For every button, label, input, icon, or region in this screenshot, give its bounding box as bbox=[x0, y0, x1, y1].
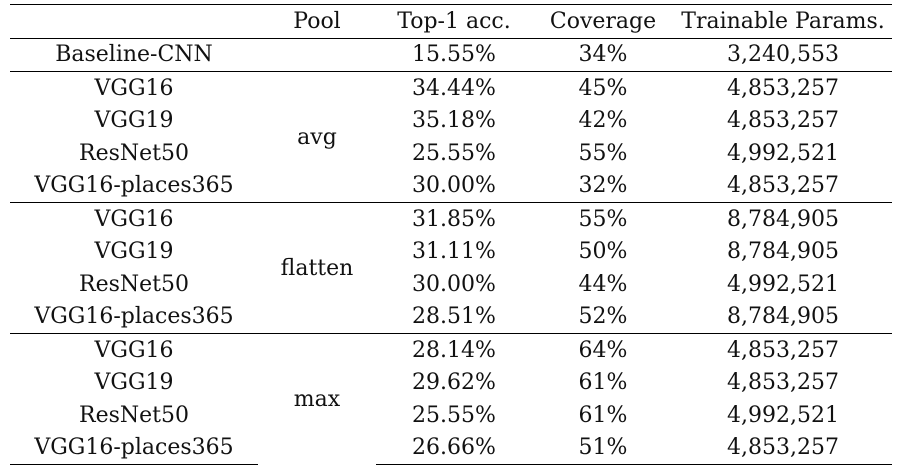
table-row: VGG16 avg 34.44% 45% 4,853,257 bbox=[10, 71, 892, 203]
table-row: Baseline-CNN 15.55% 34% 3,240,553 bbox=[10, 38, 892, 72]
params-cell: 4,853,257 bbox=[727, 173, 839, 199]
model-cell: VGG19 bbox=[94, 370, 174, 396]
header-coverage: Coverage bbox=[532, 4, 674, 39]
params-cell: 4,853,257 bbox=[674, 71, 892, 105]
pool-cell: avg bbox=[258, 71, 376, 203]
table-row: ResNet50 30.00% 44% 4,992,521 bbox=[10, 268, 892, 301]
model-cell: VGG16-places365 bbox=[34, 304, 234, 330]
params-cell: 4,853,257 bbox=[674, 333, 892, 367]
table-row: ResNet50 25.55% 61% 4,992,521 bbox=[10, 399, 892, 432]
params-cell: 4,853,257 bbox=[674, 431, 892, 465]
model-cell: VGG19 bbox=[94, 239, 174, 265]
table-row: VGG19 35.18% 42% 4,853,257 bbox=[10, 105, 892, 138]
params-cell: 8,784,905 bbox=[674, 202, 892, 236]
header-params: Trainable Params. bbox=[674, 4, 892, 39]
model-cell: ResNet50 bbox=[79, 140, 189, 166]
params-cell: 8,784,905 bbox=[727, 239, 839, 265]
pool-cell: flatten bbox=[258, 202, 376, 334]
table-row: VGG16 max 28.14% 64% 4,853,257 bbox=[10, 333, 892, 465]
coverage-cell: 45% bbox=[532, 71, 674, 105]
coverage-cell: 42% bbox=[578, 108, 628, 134]
header-top1: Top-1 acc. bbox=[376, 4, 532, 39]
pool-cell: max bbox=[258, 333, 376, 465]
coverage-cell-best: 64% bbox=[532, 333, 674, 367]
model-cell: ResNet50 bbox=[79, 271, 189, 297]
model-cell: Baseline-CNN bbox=[55, 42, 213, 68]
model-cell: VGG16-places365 bbox=[10, 431, 258, 465]
table-row: VGG19 31.11% 50% 8,784,905 bbox=[10, 236, 892, 269]
coverage-cell: 55% bbox=[578, 140, 628, 166]
table-row: VGG19 29.62% 61% 4,853,257 bbox=[10, 367, 892, 400]
params-cell: 3,240,553 bbox=[727, 42, 839, 68]
results-table: Pool Top-1 acc. Coverage Trainable Param… bbox=[10, 4, 892, 465]
top1-cell: 25.55% bbox=[412, 402, 496, 428]
table-row: VGG16-places365 30.00% 32% 4,853,257 bbox=[10, 170, 892, 203]
top1-cell: 30.00% bbox=[412, 173, 496, 199]
top1-cell: 28.14% bbox=[376, 333, 532, 367]
header-model bbox=[10, 4, 258, 39]
table-row: ResNet50 25.55% 55% 4,992,521 bbox=[10, 137, 892, 170]
coverage-cell: 61% bbox=[578, 370, 628, 396]
coverage-cell: 32% bbox=[578, 173, 628, 199]
top1-cell: 15.55% bbox=[412, 42, 496, 68]
header-row: Pool Top-1 acc. Coverage Trainable Param… bbox=[10, 4, 892, 39]
model-cell: ResNet50 bbox=[79, 402, 189, 428]
model-cell: VGG16 bbox=[10, 71, 258, 105]
table-row: VGG16 flatten 31.85% 55% 8,784,905 bbox=[10, 202, 892, 334]
model-cell: VGG16 bbox=[10, 333, 258, 367]
top1-cell: 34.44% bbox=[376, 71, 532, 105]
params-cell: 4,853,257 bbox=[727, 108, 839, 134]
coverage-cell: 51% bbox=[532, 431, 674, 465]
header-pool: Pool bbox=[258, 4, 376, 39]
top1-cell: 31.11% bbox=[412, 239, 496, 265]
top1-cell: 31.85% bbox=[376, 202, 532, 236]
coverage-cell: 34% bbox=[578, 42, 628, 68]
model-cell: VGG16 bbox=[10, 202, 258, 236]
params-cell: 4,853,257 bbox=[727, 370, 839, 396]
top1-cell: 28.51% bbox=[412, 304, 496, 330]
table-row: VGG16-places365 28.51% 52% 8,784,905 bbox=[10, 301, 892, 334]
params-cell: 4,992,521 bbox=[727, 271, 839, 297]
top1-cell: 29.62% bbox=[412, 370, 496, 396]
params-cell: 4,992,521 bbox=[727, 140, 839, 166]
coverage-cell: 61% bbox=[578, 402, 628, 428]
top1-cell: 25.55% bbox=[412, 140, 496, 166]
model-cell: VGG16-places365 bbox=[34, 173, 234, 199]
coverage-cell: 44% bbox=[578, 271, 628, 297]
model-cell: VGG19 bbox=[94, 108, 174, 134]
table-row: VGG16-places365 26.66% 51% 4,853,257 bbox=[10, 431, 892, 465]
pool-cell bbox=[258, 38, 376, 72]
coverage-cell: 55% bbox=[532, 202, 674, 236]
coverage-cell: 52% bbox=[578, 304, 628, 330]
top1-cell: 26.66% bbox=[376, 431, 532, 465]
params-cell: 4,992,521 bbox=[727, 402, 839, 428]
top1-cell: 30.00% bbox=[412, 271, 496, 297]
coverage-cell: 50% bbox=[578, 239, 628, 265]
top1-cell-best: 35.18% bbox=[412, 108, 496, 134]
params-cell: 8,784,905 bbox=[727, 304, 839, 330]
